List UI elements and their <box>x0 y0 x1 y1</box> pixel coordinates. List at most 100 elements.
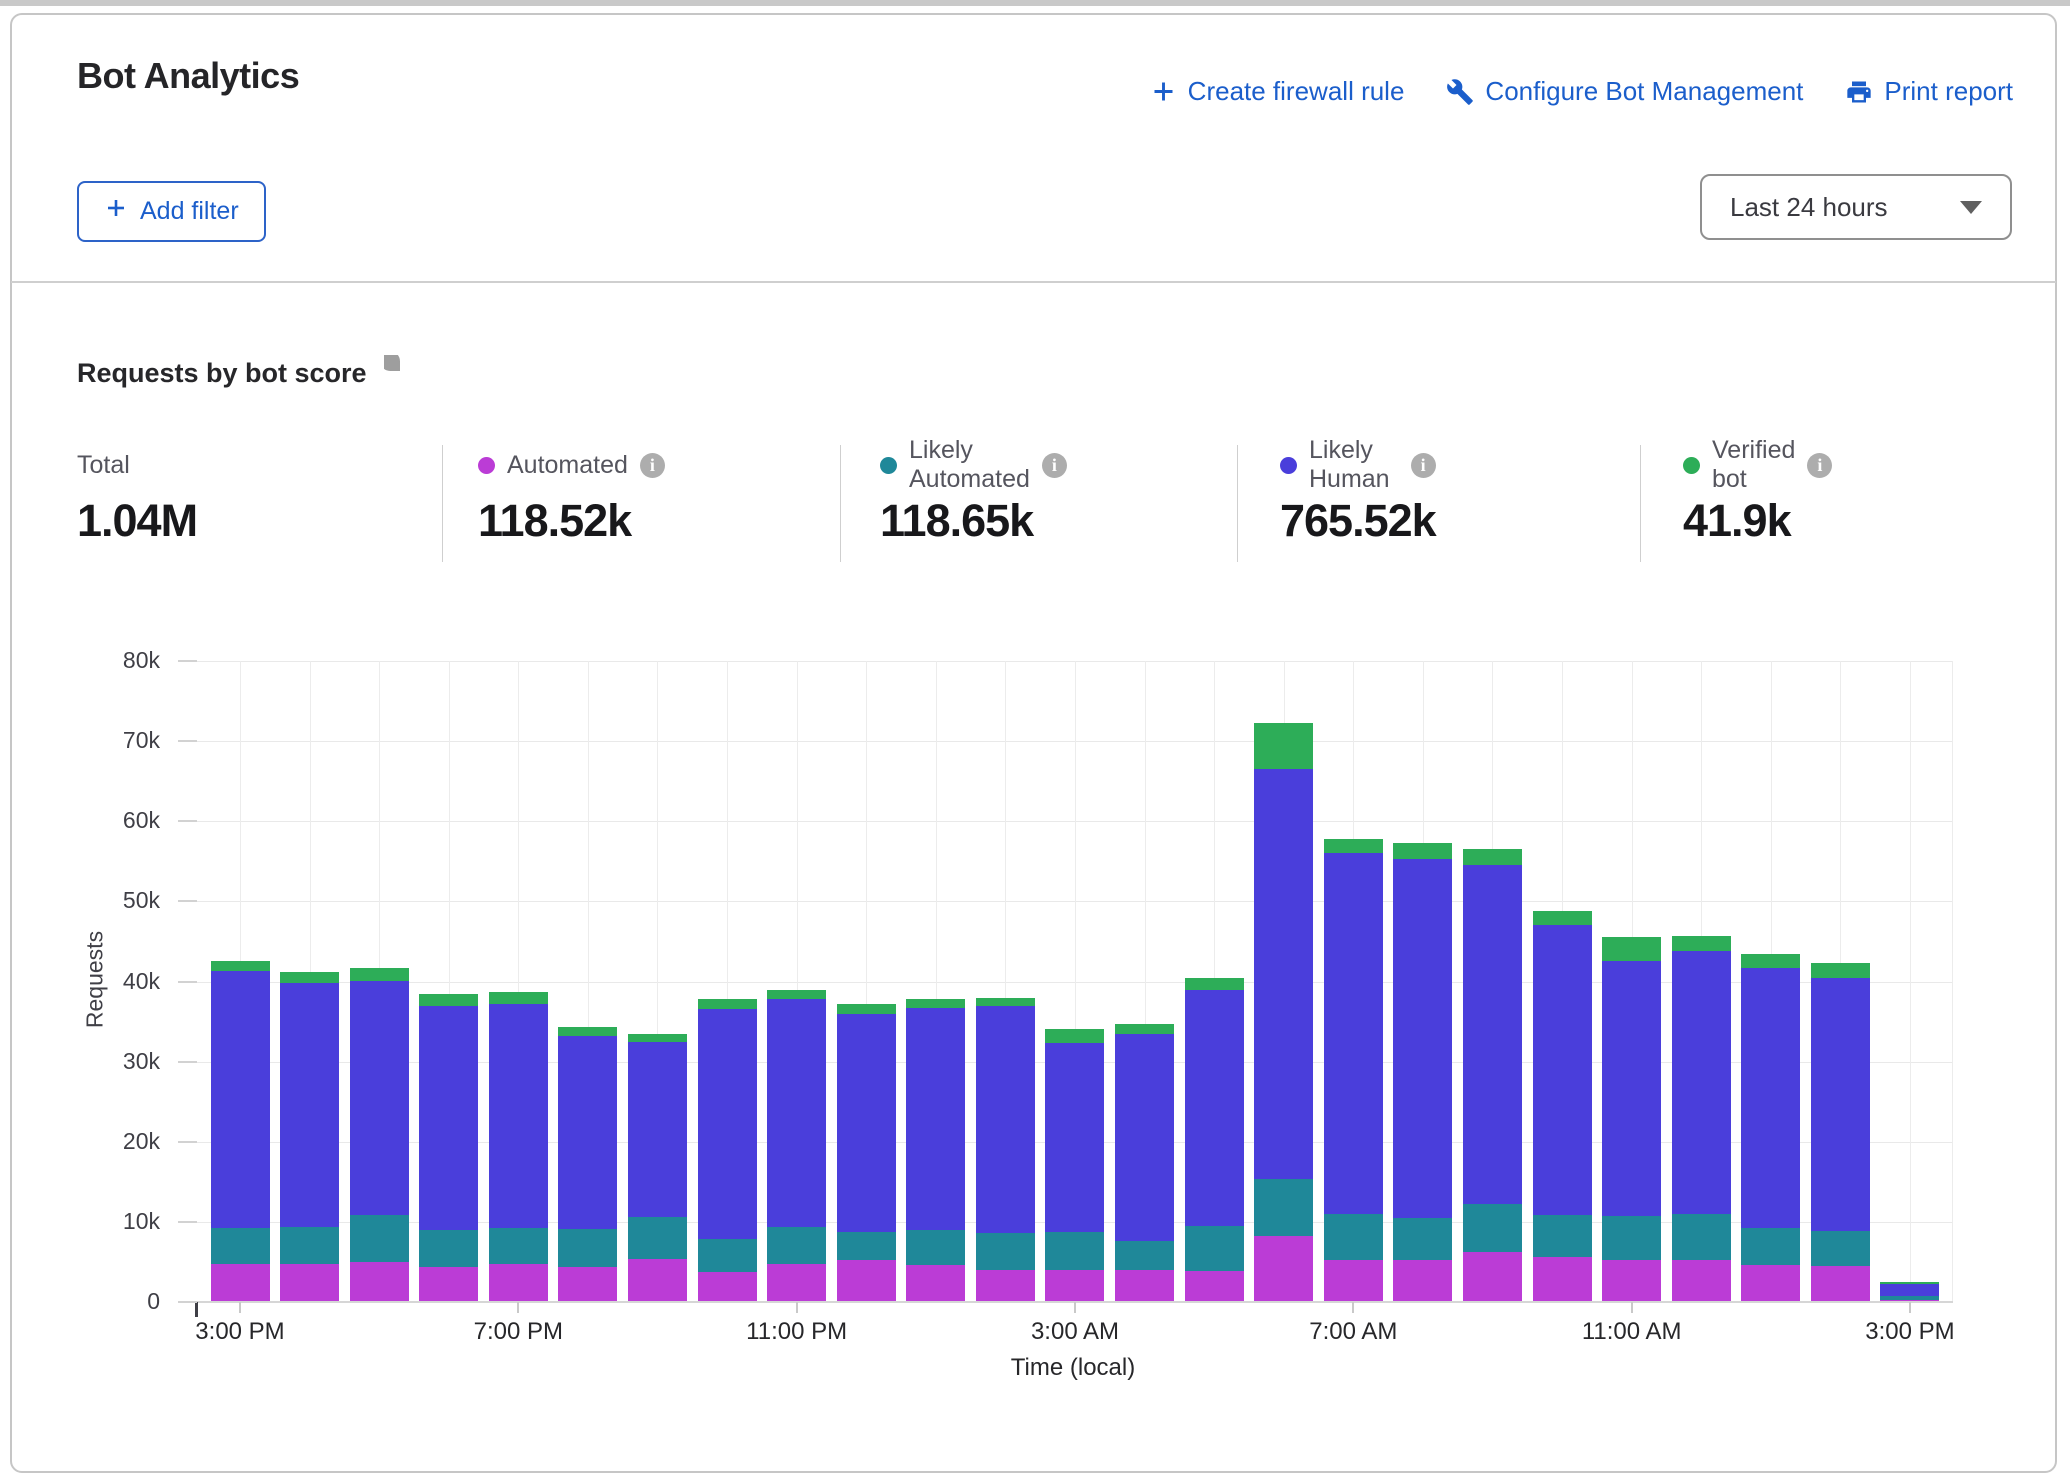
top-edge-strip <box>0 0 2070 6</box>
bar-segment-verified-bot <box>211 961 270 971</box>
automated-dot <box>478 457 495 474</box>
bar-segment-likely-automated <box>1045 1232 1104 1270</box>
stat-label: Verified bot <box>1712 436 1795 494</box>
bar[interactable] <box>558 661 617 1302</box>
bar-segment-verified-bot <box>1741 954 1800 968</box>
bar-segment-likely-automated <box>1115 1241 1174 1270</box>
bar-segment-likely-automated <box>1672 1214 1731 1260</box>
bar-segment-likely-human <box>976 1006 1035 1234</box>
bar-segment-automated <box>1602 1260 1661 1302</box>
create-firewall-rule-link[interactable]: Create firewall rule <box>1150 76 1405 107</box>
bar-segment-automated <box>1324 1260 1383 1302</box>
time-range-select[interactable]: Last 24 hours <box>1700 174 2012 240</box>
bar-segment-verified-bot <box>1254 723 1313 769</box>
bar-segment-verified-bot <box>1533 911 1592 925</box>
stat-divider <box>1640 445 1641 562</box>
stat-label: Likely Automated <box>909 436 1030 494</box>
bar-segment-verified-bot <box>1045 1029 1104 1043</box>
bar-segment-automated <box>1115 1270 1174 1302</box>
bar[interactable] <box>1880 661 1939 1302</box>
verified-bot-dot <box>1683 457 1700 474</box>
bar-segment-likely-automated <box>837 1232 896 1260</box>
bar-segment-verified-bot <box>767 990 826 1000</box>
bar-segment-likely-human <box>419 1006 478 1230</box>
bar[interactable] <box>1324 661 1383 1302</box>
bar-segment-automated <box>211 1264 270 1302</box>
bar[interactable] <box>1185 661 1244 1302</box>
bar[interactable] <box>419 661 478 1302</box>
bar[interactable] <box>489 661 548 1302</box>
bar[interactable] <box>1811 661 1870 1302</box>
bar[interactable] <box>1672 661 1731 1302</box>
bar-segment-automated <box>837 1260 896 1302</box>
bar-segment-likely-automated <box>558 1229 617 1267</box>
bar-segment-likely-human <box>1533 925 1592 1214</box>
stat-divider <box>442 445 443 562</box>
bar[interactable] <box>280 661 339 1302</box>
bar-segment-verified-bot <box>698 999 757 1009</box>
x-axis-line <box>197 1301 1953 1303</box>
bar-segment-likely-human <box>1672 951 1731 1214</box>
printer-icon <box>1845 78 1873 106</box>
header-divider <box>11 281 2056 283</box>
bar[interactable] <box>211 661 270 1302</box>
bar-segment-automated <box>628 1259 687 1302</box>
bar-segment-likely-automated <box>1393 1218 1452 1260</box>
bar[interactable] <box>350 661 409 1302</box>
bar[interactable] <box>628 661 687 1302</box>
bar-segment-likely-automated <box>1463 1204 1522 1252</box>
stat-label: Automated <box>507 451 628 480</box>
bar-segment-likely-human <box>280 983 339 1227</box>
bar-segment-likely-automated <box>1811 1231 1870 1266</box>
bar-segment-likely-human <box>1324 853 1383 1214</box>
bar[interactable] <box>767 661 826 1302</box>
bar[interactable] <box>906 661 965 1302</box>
bar-segment-verified-bot <box>1393 843 1452 859</box>
add-filter-button[interactable]: Add filter <box>77 181 266 242</box>
wrench-icon <box>1446 78 1474 106</box>
bar[interactable] <box>1533 661 1592 1302</box>
stat-likely-human: Likely Human 765.52k <box>1280 450 1436 547</box>
bar[interactable] <box>976 661 1035 1302</box>
bar-segment-likely-human <box>1463 865 1522 1205</box>
bar-segment-verified-bot <box>628 1034 687 1043</box>
bar[interactable] <box>1602 661 1661 1302</box>
info-icon[interactable] <box>1411 453 1436 478</box>
configure-bot-management-label: Configure Bot Management <box>1485 76 1803 107</box>
bar-segment-likely-human <box>1393 859 1452 1218</box>
bar-segment-likely-human <box>558 1036 617 1229</box>
bar-segment-verified-bot <box>1602 937 1661 961</box>
bar-segment-automated <box>350 1262 409 1302</box>
stat-verified-bot: Verified bot 41.9k <box>1683 450 1832 547</box>
bar[interactable] <box>837 661 896 1302</box>
configure-bot-management-link[interactable]: Configure Bot Management <box>1446 76 1803 107</box>
stat-value: 118.52k <box>478 495 665 547</box>
bar[interactable] <box>1393 661 1452 1302</box>
bar-segment-automated <box>1811 1266 1870 1302</box>
bar[interactable] <box>1045 661 1104 1302</box>
bar-segment-likely-human <box>489 1004 548 1228</box>
bar-segment-likely-automated <box>767 1227 826 1265</box>
bar-segment-likely-human <box>906 1008 965 1230</box>
bar[interactable] <box>1115 661 1174 1302</box>
bar[interactable] <box>1254 661 1313 1302</box>
bar[interactable] <box>1741 661 1800 1302</box>
info-icon[interactable] <box>1042 453 1067 478</box>
time-range-value: Last 24 hours <box>1730 192 1888 223</box>
print-report-link[interactable]: Print report <box>1845 76 2013 107</box>
stat-divider <box>1237 445 1238 562</box>
bar-segment-likely-human <box>698 1009 757 1239</box>
bar-segment-automated <box>1741 1265 1800 1302</box>
bar-segment-automated <box>419 1267 478 1302</box>
info-icon[interactable] <box>1807 453 1832 478</box>
header-actions: Create firewall rule Configure Bot Manag… <box>1150 76 2013 107</box>
plus-icon <box>104 196 128 227</box>
bar[interactable] <box>1463 661 1522 1302</box>
bar-segment-likely-human <box>1741 968 1800 1228</box>
bar-segment-verified-bot <box>1115 1024 1174 1034</box>
bar-segment-verified-bot <box>837 1004 896 1014</box>
bar-segment-likely-human <box>837 1014 896 1233</box>
info-icon[interactable] <box>640 453 665 478</box>
bar[interactable] <box>698 661 757 1302</box>
bar-segment-likely-human <box>1115 1034 1174 1241</box>
